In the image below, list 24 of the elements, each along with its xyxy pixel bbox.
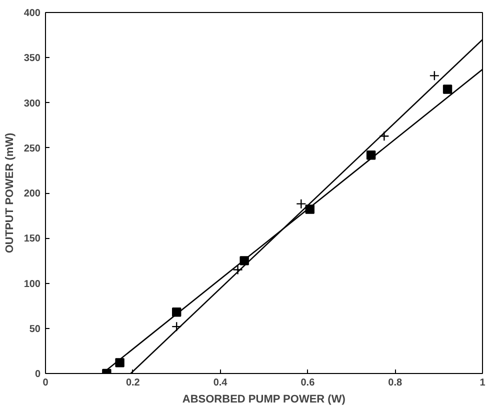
point (172, 321, 182, 332)
point (115, 358, 124, 368)
y-tick-label: 300 (24, 98, 41, 110)
point (379, 131, 390, 142)
y-tick-label: 0 (34, 369, 41, 380)
y-tick-label: 350 (24, 53, 41, 64)
x-tick-label: 0.2 (126, 378, 140, 388)
y-tick-label: 200 (24, 188, 41, 200)
y-tick-label: 100 (24, 278, 41, 290)
x-axis-title: ABSORBED PUMP POWER (W) (182, 394, 346, 406)
point (232, 264, 243, 275)
y-tick-label: 150 (24, 234, 41, 245)
point (429, 70, 440, 81)
point (442, 84, 452, 94)
y-tick-label: 400 (24, 8, 41, 19)
point (296, 198, 306, 209)
x-tick-label: 0 (42, 378, 49, 388)
y-tick-label: 250 (24, 143, 41, 154)
x-tick-label: 0.6 (300, 378, 316, 388)
x-tick-label: 0.8 (388, 378, 402, 388)
y-tick-label: 50 (29, 324, 41, 335)
x-tick-label: 1 (480, 378, 486, 388)
x-tick-label: 0.4 (213, 378, 228, 388)
y-axis-title: OUTPUT POWER (mW) (4, 132, 16, 254)
